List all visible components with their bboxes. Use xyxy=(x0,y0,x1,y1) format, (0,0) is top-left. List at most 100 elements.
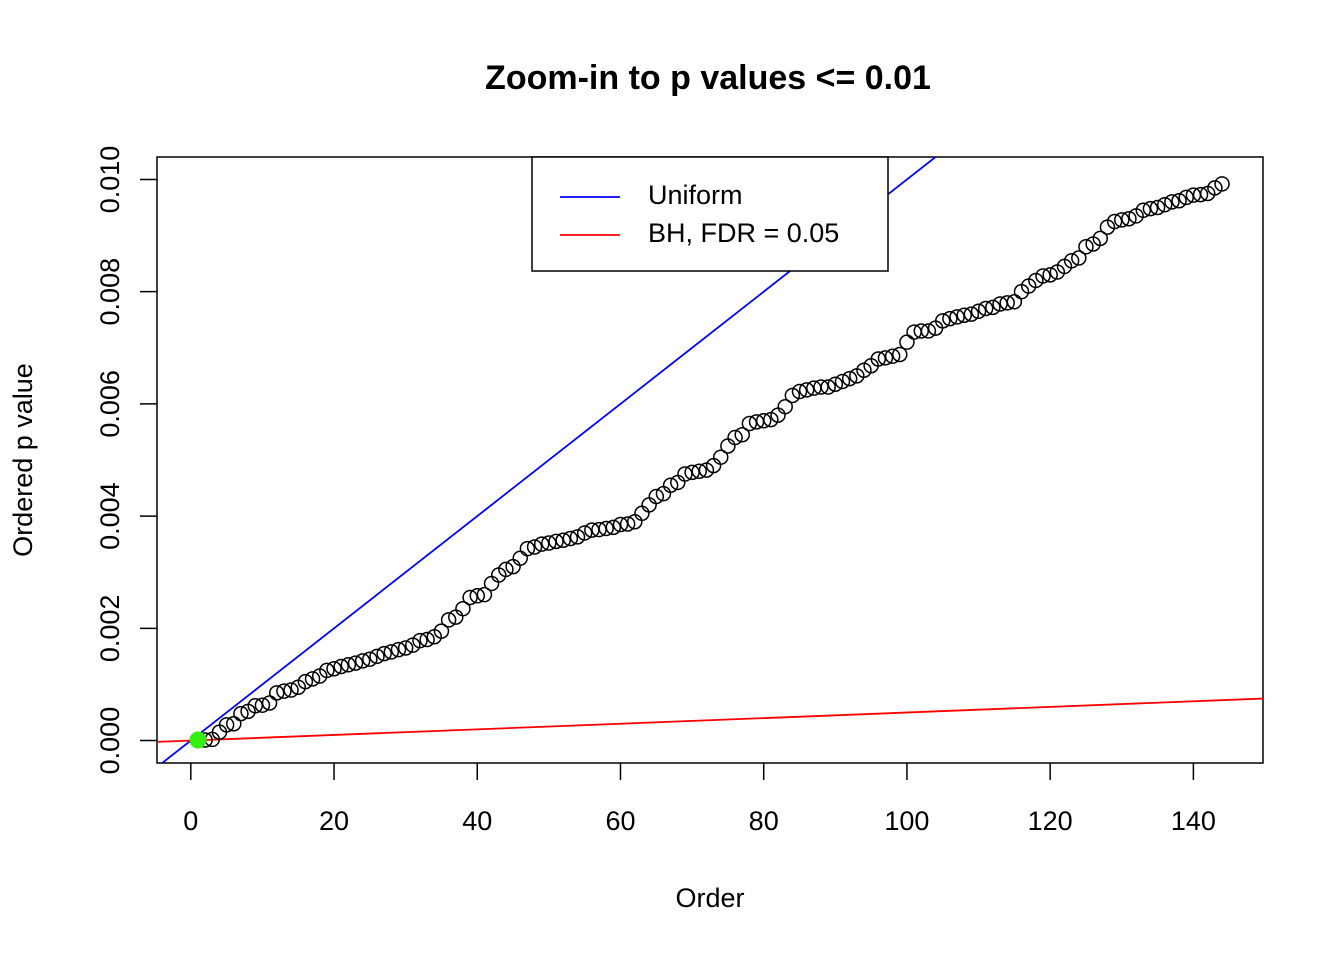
point xyxy=(526,539,543,555)
y-tick-label: 0.010 xyxy=(95,146,125,214)
point xyxy=(619,516,636,532)
highlight-point xyxy=(189,731,207,749)
point xyxy=(791,383,808,400)
x-tick-label: 100 xyxy=(884,806,929,836)
point xyxy=(254,697,271,713)
point xyxy=(841,370,858,387)
point xyxy=(999,295,1015,311)
point xyxy=(562,530,579,547)
legend-label: BH, FDR = 0.05 xyxy=(648,218,839,248)
point xyxy=(970,303,987,320)
point xyxy=(1164,194,1180,210)
point xyxy=(734,427,750,443)
point xyxy=(934,313,951,329)
point xyxy=(949,309,965,325)
point xyxy=(942,310,958,327)
point xyxy=(440,612,457,628)
point xyxy=(877,350,894,366)
point xyxy=(519,540,536,557)
point xyxy=(662,477,679,493)
point xyxy=(1106,213,1123,230)
reference-lines xyxy=(157,157,1263,763)
point xyxy=(612,516,629,533)
point xyxy=(712,449,729,465)
point xyxy=(1071,250,1087,266)
point xyxy=(598,520,614,537)
point xyxy=(813,379,829,395)
point xyxy=(648,488,665,505)
point xyxy=(1214,176,1230,192)
point xyxy=(541,535,557,551)
point xyxy=(498,561,514,578)
point xyxy=(362,651,378,667)
legend-box xyxy=(531,156,889,272)
point xyxy=(977,300,994,317)
point xyxy=(304,671,321,687)
point xyxy=(1121,210,1137,227)
x-tick-label: 20 xyxy=(319,806,349,836)
point xyxy=(884,348,901,364)
point xyxy=(555,532,571,548)
point xyxy=(777,398,793,415)
point xyxy=(1078,239,1094,255)
point xyxy=(261,695,278,711)
point xyxy=(419,631,435,648)
point xyxy=(677,466,693,482)
point xyxy=(920,323,937,339)
point xyxy=(1092,230,1109,247)
point xyxy=(333,658,349,675)
point xyxy=(741,415,758,432)
point xyxy=(512,550,528,566)
point xyxy=(820,379,836,395)
point xyxy=(533,536,550,552)
point xyxy=(1207,180,1223,196)
point xyxy=(319,662,335,679)
point xyxy=(1135,202,1152,219)
point xyxy=(326,660,342,677)
point xyxy=(755,412,772,429)
point xyxy=(1063,253,1080,269)
legend-label: Uniform xyxy=(648,180,743,210)
point xyxy=(548,533,564,550)
x-tick-label: 40 xyxy=(462,806,492,836)
y-tick-label: 0.000 xyxy=(95,707,125,775)
point xyxy=(956,307,972,323)
point xyxy=(827,376,844,392)
point xyxy=(412,632,428,649)
reference-line xyxy=(160,157,938,763)
point xyxy=(784,387,801,404)
point xyxy=(899,334,915,350)
x-tick-label: 60 xyxy=(605,806,635,836)
point xyxy=(913,323,930,339)
point xyxy=(1114,212,1130,228)
point xyxy=(1149,199,1166,216)
point xyxy=(892,346,908,363)
point xyxy=(720,438,736,454)
chart-title: Zoom-in to p values <= 0.01 xyxy=(485,59,931,97)
point xyxy=(727,429,743,446)
point xyxy=(605,519,622,536)
point xyxy=(483,575,500,592)
point xyxy=(1142,200,1159,217)
point xyxy=(383,644,400,660)
point xyxy=(1178,189,1194,206)
reference-line xyxy=(157,697,1263,743)
point xyxy=(297,673,314,690)
point xyxy=(455,600,471,617)
point xyxy=(576,525,593,541)
point xyxy=(226,715,242,732)
point xyxy=(641,497,657,513)
point xyxy=(1171,193,1187,209)
point xyxy=(1042,267,1058,283)
point xyxy=(340,657,357,673)
point xyxy=(634,505,650,522)
point xyxy=(798,382,815,398)
point xyxy=(1006,294,1023,310)
x-axis-label: Order xyxy=(675,883,744,913)
point xyxy=(218,717,235,733)
point xyxy=(1192,186,1209,203)
point xyxy=(469,588,486,604)
y-axis-label: Ordered p value xyxy=(8,363,38,557)
point xyxy=(462,589,478,606)
point xyxy=(376,645,392,662)
